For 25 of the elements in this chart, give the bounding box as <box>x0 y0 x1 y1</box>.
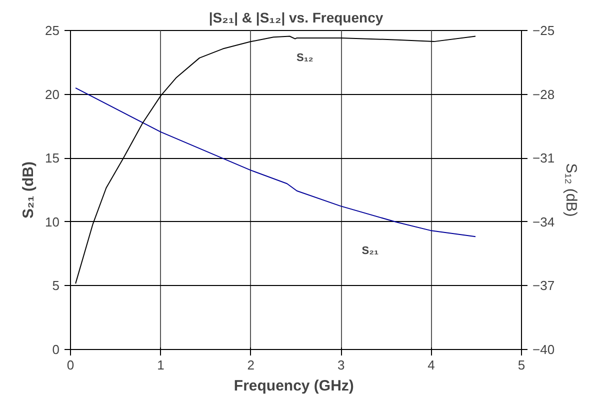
text: S₂₁ <box>362 244 380 257</box>
y2-axis-title: S₁₂ (dB) <box>562 163 580 217</box>
x-tick-label: 0 <box>66 358 74 372</box>
y2-tick-label: −31 <box>532 150 555 166</box>
y2-tick-label: −34 <box>532 214 555 230</box>
x-axis-title: Frequency (GHz) <box>234 378 354 394</box>
x-tick-label: 4 <box>428 358 435 372</box>
series-label: S₁₂ <box>296 52 314 64</box>
y-tick-label: 0 <box>52 342 60 357</box>
y2-tick-label: −25 <box>532 23 555 38</box>
x-tick-label: 1 <box>157 358 164 372</box>
y-tick-label: 15 <box>45 150 60 166</box>
y-tick-label: 5 <box>52 278 60 294</box>
y2-tick-label: −37 <box>532 278 555 294</box>
y-axis-title: S₂₁ (dB) <box>20 161 38 219</box>
x-tick-label: 3 <box>337 358 345 372</box>
y2-tick-label: −28 <box>532 86 555 102</box>
x-tick-label: 5 <box>518 358 526 372</box>
chart-title: |S₂₁| & |S₁₂| vs. Frequency <box>208 10 384 26</box>
line-series <box>75 87 476 238</box>
y2-tick-label: −40 <box>532 342 555 357</box>
x-tick-label: 2 <box>247 358 255 372</box>
y-tick-label: 25 <box>45 23 60 38</box>
y-tick-label: 20 <box>45 86 60 102</box>
y-tick-label: 10 <box>45 214 60 230</box>
